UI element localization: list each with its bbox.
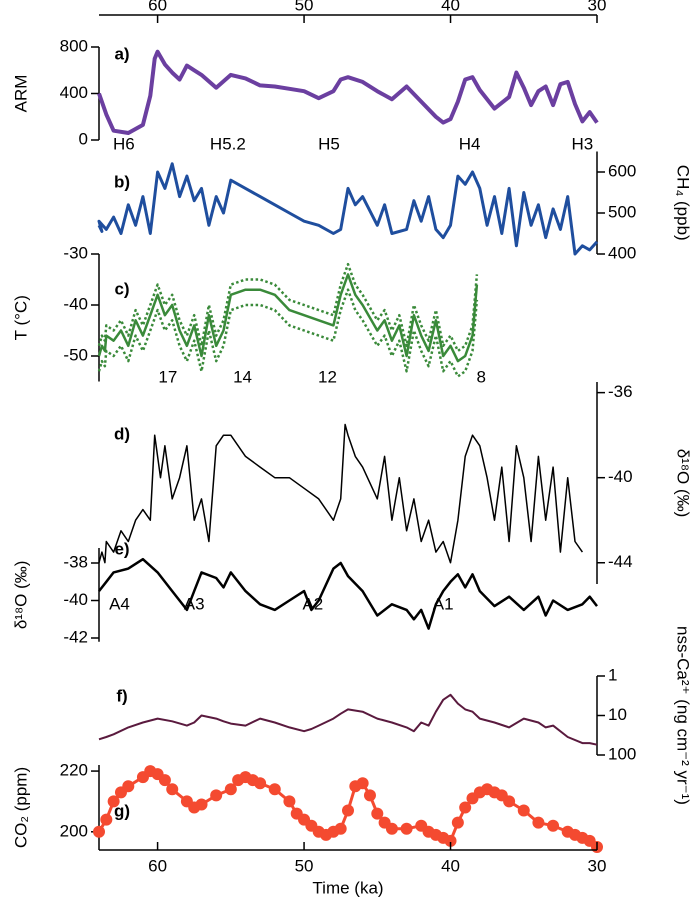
y-tick-label: 800 <box>60 36 88 55</box>
y-axis-title: δ¹⁸O (‰) <box>11 561 30 630</box>
data-point <box>158 774 171 787</box>
annotation: H5 <box>318 134 340 153</box>
series-line <box>97 162 599 256</box>
y-tick-label: 220 <box>60 761 88 780</box>
data-point <box>254 777 267 790</box>
data-point <box>283 795 296 808</box>
y-tick-label: -40 <box>63 590 88 609</box>
y-tick-label: 1 <box>608 665 617 684</box>
y-tick-label: -50 <box>63 345 88 364</box>
x-tick-label: 50 <box>295 0 314 14</box>
data-point <box>532 816 545 829</box>
y-axis-title: ARM <box>11 75 30 113</box>
annotation: H4 <box>459 134 481 153</box>
data-point <box>268 783 281 796</box>
x-tick-label: 40 <box>441 856 460 875</box>
data-point <box>334 822 347 835</box>
panel-label: d) <box>114 424 130 443</box>
annotation: A1 <box>433 594 454 613</box>
x-tick-label: 40 <box>441 0 460 14</box>
data-point <box>107 795 120 808</box>
panel-label: f) <box>116 686 127 705</box>
y-tick-label: -30 <box>63 243 88 262</box>
series-line <box>97 262 479 353</box>
y-tick-label: 400 <box>60 83 88 102</box>
y-axis-title: CH₄ (ppb) <box>674 165 693 241</box>
panel-label: b) <box>114 172 130 191</box>
x-tick-label: 60 <box>148 0 167 14</box>
annotation: H3 <box>571 134 593 153</box>
x-tick-label: 50 <box>295 856 314 875</box>
y-tick-label: 0 <box>79 129 88 148</box>
y-tick-label: -44 <box>608 552 633 571</box>
data-point <box>547 819 560 832</box>
data-point <box>517 804 530 817</box>
y-tick-label: -40 <box>63 294 88 313</box>
y-tick-label: 100 <box>608 744 636 763</box>
y-tick-label: -40 <box>608 467 633 486</box>
y-tick-label: 200 <box>60 821 88 840</box>
x-tick-label: 30 <box>588 856 607 875</box>
y-tick-label: 500 <box>608 202 636 221</box>
data-point <box>363 789 376 802</box>
data-point <box>459 801 472 814</box>
annotation: A3 <box>184 594 205 613</box>
annotation: A2 <box>302 594 323 613</box>
series-line <box>98 693 598 746</box>
data-point <box>503 795 516 808</box>
panel-label: e) <box>114 539 129 558</box>
series-line <box>98 423 584 564</box>
y-axis-title: T (°C) <box>11 295 30 340</box>
annotation: H5.2 <box>210 134 246 153</box>
y-tick-label: -36 <box>608 382 633 401</box>
annotation: 8 <box>477 367 486 386</box>
data-point <box>342 804 354 817</box>
y-tick-label: -38 <box>63 552 88 571</box>
data-point <box>451 816 464 829</box>
data-point <box>93 825 105 838</box>
data-point <box>400 822 413 835</box>
y-tick-label: -42 <box>63 627 88 646</box>
data-point <box>210 789 223 802</box>
annotation: A4 <box>109 594 130 613</box>
x-tick-label: 30 <box>588 0 607 14</box>
x-tick-label: 60 <box>148 856 167 875</box>
x-axis-title: Time (ka) <box>312 878 383 897</box>
y-tick-label: 600 <box>608 161 636 180</box>
panel-label: a) <box>114 44 129 63</box>
annotation: H6 <box>113 134 135 153</box>
y-tick-label: 10 <box>608 705 627 724</box>
series-line <box>97 273 479 363</box>
series-line <box>98 557 598 630</box>
data-point <box>100 813 113 826</box>
annotation: 14 <box>233 367 252 386</box>
panel-label: g) <box>114 801 130 820</box>
data-point <box>224 783 237 796</box>
series-line <box>97 288 479 378</box>
annotation: 17 <box>158 367 177 386</box>
series-line <box>97 49 599 135</box>
y-axis-title: nss-Ca²⁺ (ng cm⁻² yr⁻¹) <box>674 626 693 805</box>
data-point <box>356 777 369 790</box>
data-point <box>444 834 457 847</box>
data-point <box>385 822 398 835</box>
data-point <box>371 807 384 820</box>
data-point <box>166 783 179 796</box>
panel-label: c) <box>114 279 129 298</box>
y-tick-label: 400 <box>608 243 636 262</box>
y-axis-title: CO₂ (ppm) <box>11 767 30 848</box>
annotation: 12 <box>318 367 337 386</box>
y-axis-title: δ¹⁸O (‰) <box>674 449 693 518</box>
data-point <box>122 780 135 793</box>
data-point <box>195 798 208 811</box>
